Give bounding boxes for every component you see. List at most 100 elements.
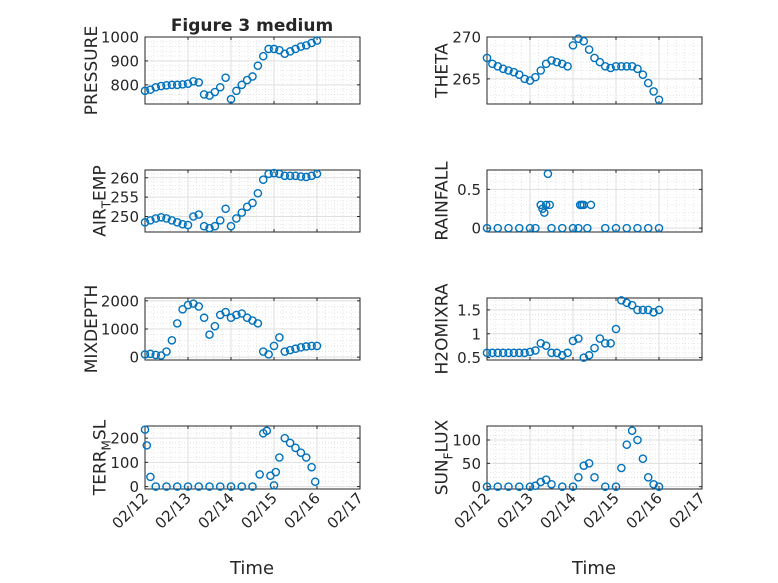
data-point — [178, 219, 187, 229]
data-point — [520, 348, 529, 358]
data-point — [584, 350, 594, 360]
data-point — [498, 64, 508, 74]
data-point — [262, 426, 272, 436]
data-point — [291, 344, 300, 354]
data-point — [280, 433, 290, 443]
data-point — [531, 72, 540, 82]
data-point — [285, 345, 295, 355]
data-point — [600, 62, 610, 71]
data-point — [194, 302, 204, 311]
data-point — [557, 223, 567, 233]
data-point — [583, 223, 592, 233]
data-series — [140, 168, 322, 233]
data-series — [140, 425, 320, 491]
data-point — [536, 66, 546, 75]
data-point — [622, 223, 632, 233]
y-axis-label-main: TERR — [91, 450, 111, 496]
y-tick-label: 0.5 — [457, 181, 481, 199]
data-point — [617, 296, 626, 305]
data-point — [205, 482, 214, 491]
data-point — [151, 214, 161, 223]
axis-ticks — [144, 426, 361, 489]
data-point — [140, 218, 150, 227]
y-tick-label: 0 — [129, 349, 139, 367]
y-tick-label: 200 — [110, 430, 139, 448]
data-point — [248, 72, 257, 81]
y-axis-label: PRESSURE — [82, 26, 102, 115]
data-point — [654, 95, 664, 105]
data-point — [291, 443, 300, 453]
data-point — [146, 85, 155, 94]
data-point — [269, 168, 279, 178]
data-point — [509, 348, 519, 358]
data-point — [611, 62, 621, 71]
y-tick-label: 0 — [129, 478, 139, 496]
data-point — [194, 78, 204, 87]
plot-area — [487, 426, 702, 489]
data-point — [622, 298, 632, 308]
data-point — [547, 56, 556, 65]
data-point — [199, 221, 209, 231]
data-point — [296, 448, 306, 457]
y-axis-label: RAINFALL — [433, 161, 453, 241]
data-point — [633, 305, 642, 315]
data-point — [210, 321, 220, 331]
plot-area — [145, 170, 360, 232]
data-point — [563, 62, 572, 71]
y-axis-label-main: AIR — [91, 208, 111, 237]
y-axis-label: THETA — [433, 43, 453, 99]
data-point — [189, 76, 198, 86]
data-point — [633, 435, 642, 445]
data-point — [183, 220, 193, 230]
data-point — [525, 482, 535, 491]
data-point — [140, 350, 150, 359]
data-point — [545, 200, 555, 210]
y-tick-label: 1 — [471, 325, 481, 343]
data-point — [199, 313, 209, 323]
y-axis-label: SUNFLUX — [433, 419, 456, 495]
data-point — [280, 49, 290, 59]
data-point — [253, 61, 263, 71]
data-point — [574, 223, 583, 233]
data-point — [611, 223, 621, 233]
data-point — [482, 223, 492, 233]
data-point — [536, 339, 546, 348]
y-tick-label: 0.5 — [457, 349, 481, 367]
y-axis-label-main: THETA — [433, 43, 453, 99]
y-axis-label-main: SUN — [433, 459, 453, 495]
x-axis-label-left: Time — [229, 558, 274, 579]
data-point — [253, 319, 263, 328]
data-point — [488, 348, 497, 358]
axes-box — [144, 169, 361, 233]
plot-area — [487, 170, 702, 232]
data-point — [606, 339, 615, 348]
data-point — [221, 73, 230, 82]
data-point — [301, 342, 311, 351]
data-point — [151, 350, 161, 360]
data-point — [199, 90, 209, 99]
y-axis-label-subscript: F — [442, 452, 456, 459]
data-point — [514, 70, 524, 79]
data-point — [296, 172, 306, 181]
data-point — [525, 347, 535, 357]
data-point — [215, 482, 225, 491]
y-axis-label-tail: SL — [91, 419, 111, 440]
axes-box — [486, 425, 703, 490]
data-point — [248, 198, 257, 208]
data-point — [264, 44, 273, 54]
data-point — [162, 214, 171, 223]
axis-ticks — [144, 36, 361, 104]
data-point — [226, 94, 236, 104]
data-point — [264, 350, 273, 359]
data-point — [617, 463, 626, 473]
data-point — [232, 86, 241, 96]
data-point — [237, 208, 247, 217]
plot-area — [487, 37, 702, 104]
data-point — [557, 350, 567, 360]
data-point — [146, 216, 155, 225]
data-point — [167, 216, 177, 225]
data-point — [237, 482, 247, 491]
y-tick-label: 0 — [471, 220, 481, 238]
